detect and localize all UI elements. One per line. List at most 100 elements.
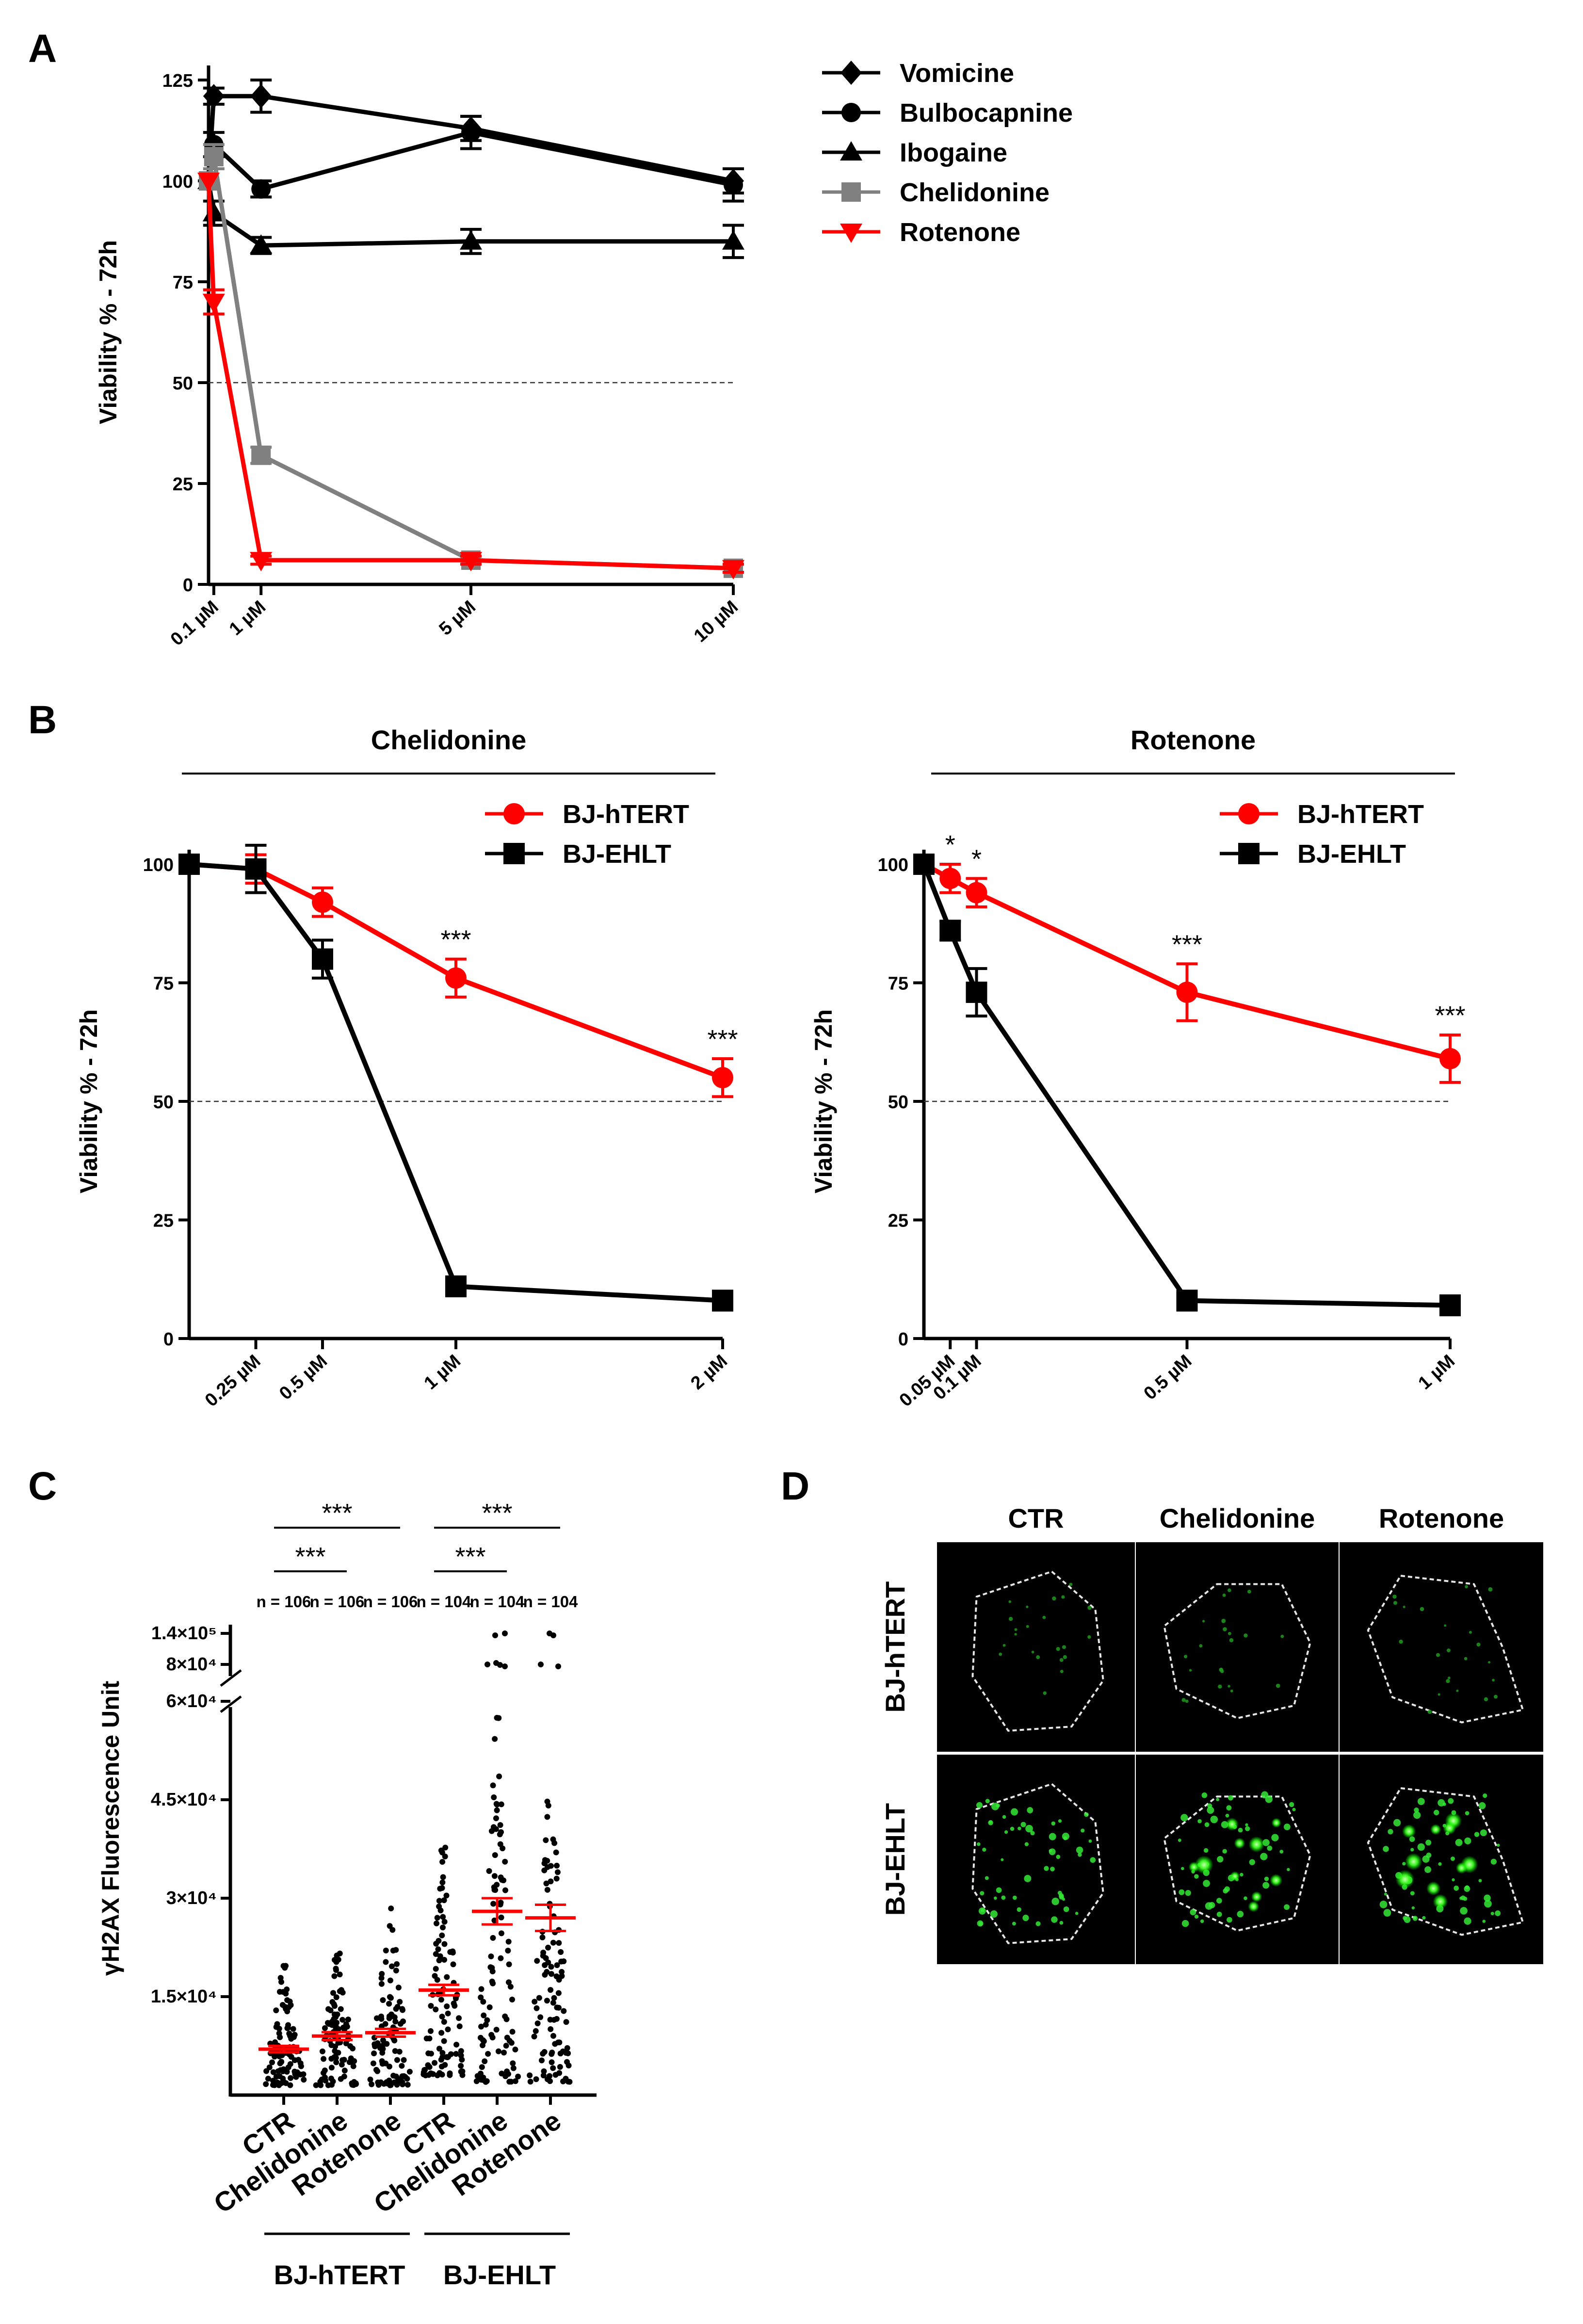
- c-data-point: [300, 2071, 307, 2077]
- d-gh2ax-focus: [1280, 1634, 1284, 1638]
- b-left-y-tick-label: 100: [143, 855, 174, 875]
- c-data-point: [443, 1892, 450, 1899]
- c-data-point: [505, 1979, 512, 1985]
- b-right-legend-bj-ehlt-label: BJ-EHLT: [1297, 839, 1406, 869]
- c-group-label: BJ-hTERT: [274, 2259, 405, 2290]
- c-data-point: [383, 2060, 389, 2066]
- c-data-point: [556, 1977, 562, 1983]
- c-data-point: [542, 1971, 548, 1978]
- c-data-point: [445, 2054, 451, 2060]
- c-data-point: [494, 1882, 500, 1888]
- c-data-point: [327, 2007, 334, 2014]
- c-data-point: [496, 1773, 502, 1779]
- c-data-point: [480, 2037, 486, 2043]
- c-data-point: [318, 2082, 324, 2088]
- c-data-point: [370, 2060, 376, 2066]
- a-legend-bulbocapnine-marker: [841, 103, 861, 122]
- d-gh2ax-focus: [1207, 1803, 1212, 1808]
- d-gh2ax-focus: [1036, 1655, 1040, 1660]
- d-gh2ax-focus: [1393, 1819, 1401, 1827]
- d-gh2ax-focus: [1478, 1879, 1482, 1883]
- d-gh2ax-focus: [1230, 1689, 1233, 1693]
- d-gh2ax-focus: [1393, 1601, 1398, 1605]
- c-data-point: [456, 2015, 462, 2021]
- d-gh2ax-focus: [1218, 1684, 1222, 1689]
- c-data-point: [505, 1948, 511, 1954]
- c-data-point: [425, 2050, 432, 2056]
- d-gh2ax-focus: [1478, 1802, 1486, 1809]
- c-data-point: [458, 2063, 464, 2069]
- b-left-x-tick-label: 2 µM: [687, 1351, 731, 1393]
- b-left-bj-ehlt-point: [445, 1275, 467, 1297]
- d-gh2ax-focus: [1185, 1890, 1191, 1896]
- d-gh2ax-focus: [1220, 1669, 1224, 1673]
- c-data-point: [534, 1958, 540, 1964]
- c-data-point: [550, 2000, 556, 2006]
- c-data-point: [439, 1879, 446, 1886]
- d-gh2ax-focus: [1464, 1917, 1471, 1925]
- c-data-point: [559, 1969, 565, 1975]
- c-data-point: [479, 2042, 485, 2049]
- c-data-point: [550, 2033, 556, 2039]
- c-data-point: [334, 2011, 340, 2017]
- a-ibogaine-point: [460, 230, 482, 250]
- c-data-point: [319, 2076, 325, 2082]
- panel-a-chart: 0 25 50 75 100 125 0.1 µM 1 µM 5 µM 10 µM Viabilit…: [95, 59, 1073, 650]
- c-data-point: [341, 2067, 348, 2074]
- d-gh2ax-focus: [1228, 1795, 1233, 1801]
- c-data-point: [392, 2018, 399, 2025]
- d-gh2ax-focus: [1042, 1615, 1046, 1619]
- d-gh2ax-focus: [1410, 1891, 1415, 1896]
- d-gh2ax-focus: [1427, 1710, 1432, 1714]
- d-gh2ax-focus: [1178, 1839, 1181, 1842]
- b-left-bj-ehlt-point: [312, 948, 333, 970]
- c-data-point: [371, 2050, 377, 2056]
- d-gh2ax-focus: [1244, 1633, 1248, 1638]
- c-data-point: [527, 2072, 533, 2079]
- d-gh2ax-focus: [1063, 1906, 1069, 1912]
- c-data-point: [439, 1932, 445, 1938]
- c-data-point: [313, 2082, 319, 2088]
- c-data-point: [497, 1662, 503, 1668]
- c-data-point: [277, 2060, 283, 2066]
- d-gh2ax-focus: [1084, 1812, 1089, 1817]
- c-data-point: [548, 1878, 554, 1885]
- b-right-bj-htert-point: [939, 868, 961, 889]
- c-data-point: [438, 2030, 445, 2036]
- c-data-point: [537, 2014, 544, 2020]
- d-row-label: BJ-EHLT: [880, 1803, 910, 1916]
- c-data-point: [380, 1997, 386, 2003]
- d-gh2ax-focus: [1062, 1832, 1069, 1840]
- d-gh2ax-focus: [1012, 1921, 1016, 1926]
- d-gh2ax-focus: [1465, 1585, 1468, 1589]
- b-left-legend-bj-ehlt-label: BJ-EHLT: [563, 839, 671, 869]
- d-gh2ax-focus: [1209, 1902, 1215, 1908]
- c-data-point: [503, 2016, 510, 2022]
- d-micrograph-bj-htert-rotenone: [1340, 1542, 1543, 1752]
- c-data-point: [288, 2035, 294, 2042]
- c-data-point: [333, 1956, 339, 1962]
- d-gh2ax-focus: [1056, 1647, 1060, 1651]
- d-gh2ax-focus: [1413, 1811, 1421, 1819]
- c-data-point: [436, 2046, 442, 2052]
- d-gh2ax-focus: [1224, 1886, 1230, 1892]
- c-data-point: [512, 2046, 518, 2052]
- d-nucleus-outline: [971, 1570, 1104, 1732]
- c-data-point: [492, 1852, 498, 1858]
- d-gh2ax-focus: [1482, 1920, 1486, 1923]
- a-rotenone-point: [202, 293, 225, 313]
- c-data-point: [399, 2006, 405, 2012]
- c-data-point: [436, 1904, 442, 1910]
- c-data-point: [563, 2050, 569, 2056]
- c-data-point: [328, 2082, 335, 2088]
- c-data-point: [334, 2019, 340, 2026]
- c-data-point: [442, 1854, 448, 1860]
- d-gh2ax-focus: [1190, 1909, 1196, 1916]
- c-data-point: [440, 1914, 446, 1920]
- b-left-bj-htert-point: [445, 967, 467, 989]
- panel-label-d: D: [781, 1464, 809, 1508]
- d-gh2ax-focus: [1051, 1897, 1059, 1905]
- c-data-point: [553, 1862, 560, 1869]
- d-gh2ax-focus: [1030, 1831, 1035, 1836]
- c-data-point: [386, 2001, 392, 2007]
